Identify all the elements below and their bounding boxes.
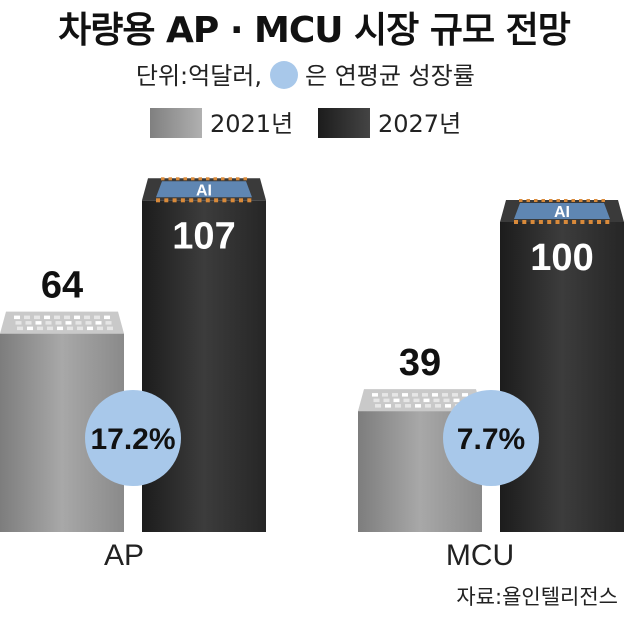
bar-ap-2027-front — [142, 200, 266, 533]
value-label-mcu-2027: 100 — [530, 237, 593, 279]
category-label-ap: AP — [104, 539, 144, 572]
legend: 2021년 2027년 — [150, 108, 461, 138]
bars: 64 AI 107 17.2% 39 AI 100 7.7% — [0, 177, 624, 533]
growth-marker-icon — [270, 61, 298, 89]
legend-label-2021: 2021년 — [210, 110, 293, 138]
growth-rate-label: 7.7% — [457, 423, 525, 456]
growth-rate-note: 은 연평균 성장률 — [305, 62, 475, 90]
bar-ap-2021: 64 — [0, 265, 124, 532]
chip-icon — [14, 315, 113, 331]
legend-swatch-2021 — [150, 108, 202, 138]
growth-rate-circle — [443, 390, 539, 486]
bar-ap-2027: AI 107 — [142, 177, 266, 533]
bar-mcu-2027-front — [500, 222, 624, 532]
value-label-ap-2027: 107 — [172, 215, 235, 257]
unit-label: 단위:억달러, — [136, 62, 262, 90]
chip-text: AI — [554, 204, 570, 221]
growth-rate-label: 17.2% — [90, 423, 175, 456]
legend-swatch-2027 — [318, 108, 370, 138]
value-label-ap-2021: 64 — [41, 265, 83, 307]
source-note: 자료:욜인텔리전스 — [456, 585, 618, 609]
category-label-mcu: MCU — [446, 539, 514, 572]
chart-title: 차량용 AP · MCU 시장 규모 전망 — [58, 10, 571, 51]
ai-chip-icon: AI — [156, 177, 252, 203]
growth-rate-ap: 17.2% — [85, 390, 181, 486]
ai-chip-icon: AI — [514, 199, 610, 224]
growth-rate-mcu: 7.7% — [443, 390, 539, 486]
bar-mcu-2027: AI 100 — [500, 199, 624, 532]
value-label-mcu-2021: 39 — [399, 342, 441, 384]
chip-text: AI — [196, 182, 212, 199]
legend-label-2027: 2027년 — [378, 110, 461, 138]
growth-rate-circle — [85, 390, 181, 486]
